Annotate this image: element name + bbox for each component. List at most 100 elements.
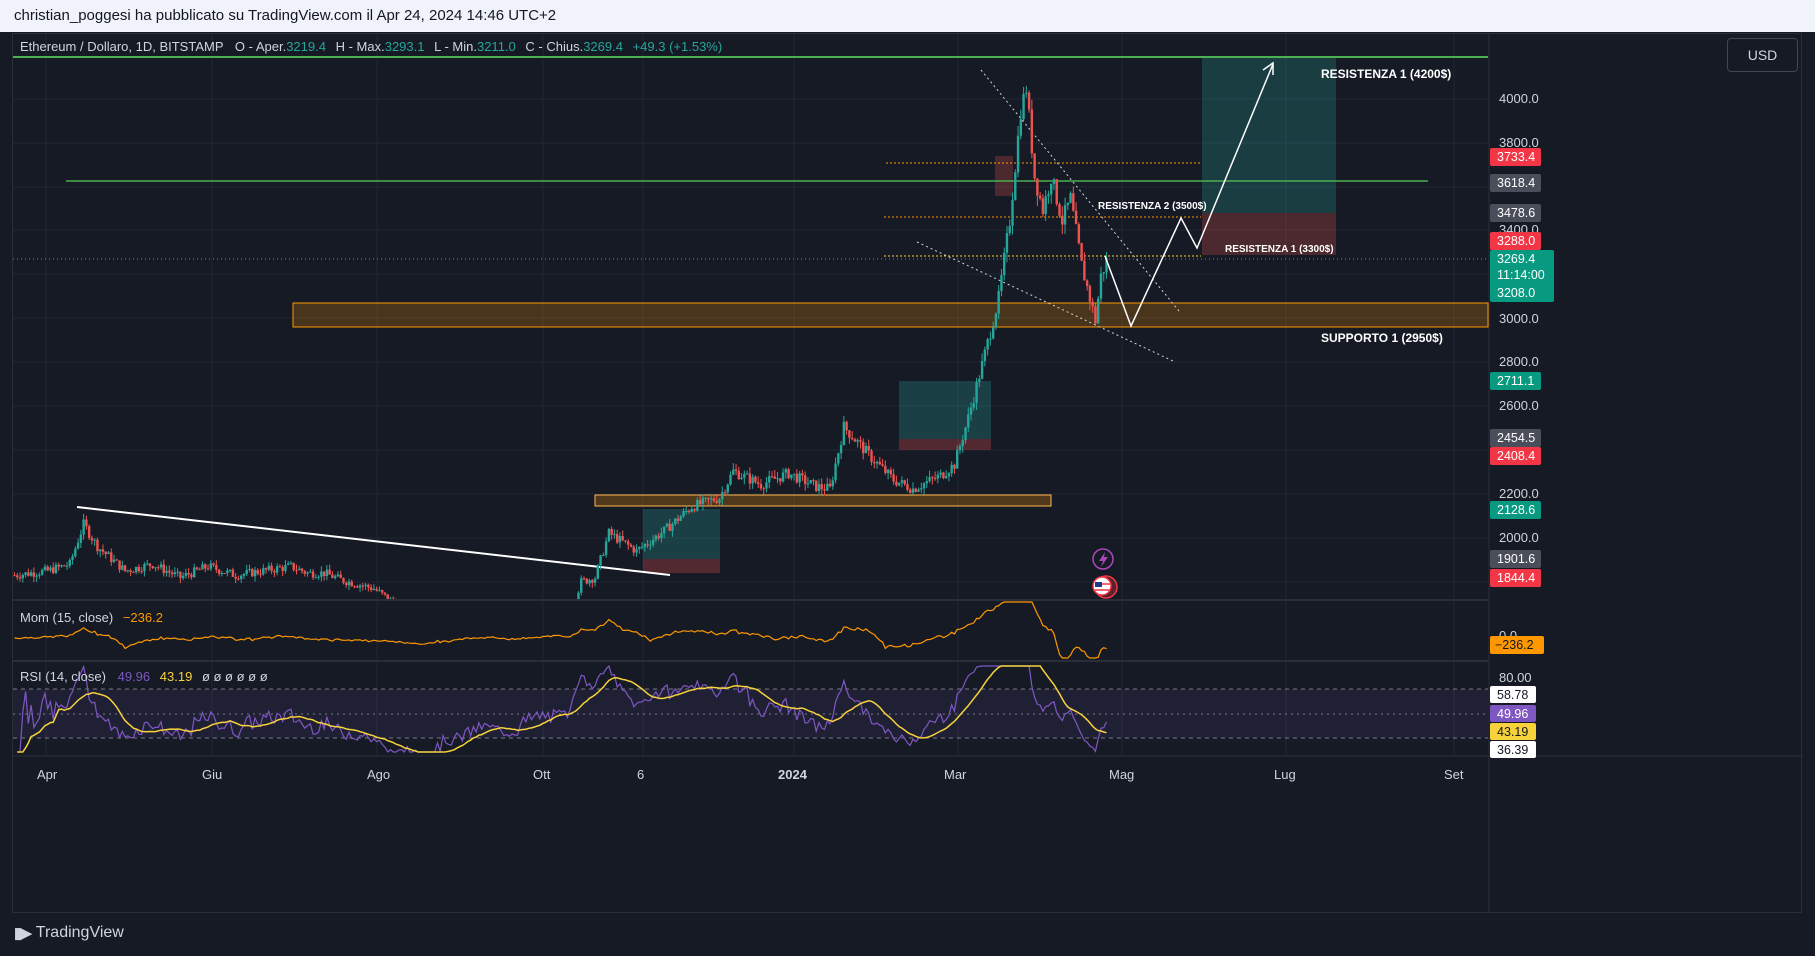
lightning-icon[interactable]	[1092, 548, 1114, 570]
time-axis[interactable]: Apr Giu Ago Ott 6 2024 Mar Mag Lug Set	[37, 767, 1464, 782]
candle-body	[762, 488, 765, 490]
candle-body	[217, 569, 221, 574]
candle-body	[607, 528, 611, 542]
candle-body	[110, 552, 113, 562]
candle-body	[914, 488, 917, 492]
candle-body	[693, 509, 696, 511]
candle-body	[1025, 92, 1028, 94]
candle-body	[112, 559, 116, 562]
candle-body	[1052, 179, 1056, 184]
candle-body	[380, 590, 384, 593]
price-badge: 2408.4	[1497, 449, 1535, 463]
candle-body	[588, 580, 591, 584]
candle-body	[953, 464, 956, 469]
candle-body	[812, 480, 815, 482]
candle-body	[137, 566, 141, 572]
price-badge: 3269.4	[1497, 252, 1535, 266]
price-badges: 3733.4 3618.4 3478.6 3288.0 3269.4 11:14…	[1490, 148, 1554, 587]
candle-body	[1011, 199, 1014, 227]
downtrend-line	[76, 506, 671, 576]
candle-body	[90, 537, 94, 541]
candle-body	[712, 498, 716, 502]
candle-body	[823, 489, 826, 491]
candle-body	[231, 569, 235, 577]
candle-body	[845, 421, 848, 431]
us-flag-icon[interactable]	[1092, 575, 1118, 599]
candle-body	[850, 437, 854, 440]
candle-body	[1094, 306, 1097, 324]
stop-box-low	[643, 559, 720, 573]
candle-body	[613, 534, 616, 536]
candle-body	[853, 439, 857, 442]
price-tick: 3800.0	[1499, 135, 1539, 150]
candle-body	[983, 349, 987, 362]
candle-body	[933, 477, 937, 479]
candle-body	[1033, 153, 1036, 179]
annotation-support1: SUPPORTO 1 (2950$)	[1321, 331, 1443, 345]
badge-bg	[1490, 174, 1541, 192]
candle-body	[839, 445, 843, 454]
candle-body	[375, 588, 378, 591]
candle-body	[867, 445, 870, 451]
candle-body	[79, 534, 83, 543]
candle-body	[1063, 205, 1067, 225]
time-tick: Mag	[1109, 767, 1134, 782]
currency-button[interactable]: USD	[1727, 38, 1798, 72]
candle-body	[270, 565, 273, 571]
candle-body	[745, 473, 749, 475]
candle-body	[922, 483, 926, 489]
candle-body	[339, 574, 342, 579]
candle-body	[13, 575, 16, 577]
price-badge: 3618.4	[1497, 176, 1535, 190]
candle-body	[85, 519, 88, 527]
candle-body	[1061, 215, 1064, 225]
candle-body	[801, 473, 804, 476]
badge-bg	[1490, 569, 1541, 587]
chart-area[interactable]: RESISTENZA 1 (4200$) RESISTENZA 2 (3500$…	[12, 33, 1803, 914]
candle-body	[32, 572, 36, 577]
candle-body	[920, 488, 923, 490]
candle-body	[665, 523, 669, 527]
candle-body	[378, 590, 381, 592]
candle-body	[350, 581, 353, 587]
candle-body	[1097, 298, 1100, 324]
candle-body	[1066, 202, 1069, 206]
candle-body	[1022, 93, 1025, 120]
candle-body	[685, 510, 688, 512]
candle-body	[820, 484, 823, 490]
price-chart[interactable]: RESISTENZA 1 (4200$) RESISTENZA 2 (3500$…	[13, 34, 1803, 914]
candle-body	[980, 361, 984, 379]
momentum-legend: Mom (15, close) −236.2	[20, 610, 163, 625]
price-tick: 3000.0	[1499, 311, 1539, 326]
candle-body	[580, 578, 583, 593]
candle-body	[886, 469, 890, 473]
candle-body	[43, 566, 47, 570]
candle-body	[342, 578, 345, 583]
candle-body	[275, 566, 279, 573]
candle-body	[895, 481, 898, 486]
candle-body	[1016, 135, 1020, 173]
candle-body	[593, 578, 597, 583]
price-tick: 2600.0	[1499, 398, 1539, 413]
candle-body	[958, 446, 962, 451]
candle-body	[107, 552, 110, 555]
candle-body	[654, 535, 658, 540]
candle-body	[345, 582, 348, 586]
candle-body	[35, 575, 38, 577]
price-scale[interactable]: 4000.0 3800.0 3400.0 3000.0 2800.0 2600.…	[1499, 91, 1539, 545]
legend-symbol: Ethereum / Dollaro, 1D, BITSTAMP O - Ape…	[20, 39, 722, 54]
price-badge: 1901.6	[1497, 552, 1535, 566]
candle-body	[1083, 260, 1086, 281]
candle-body	[1041, 198, 1045, 215]
candle-body	[803, 475, 807, 485]
time-tick: 6	[637, 767, 644, 782]
candle-body	[322, 571, 326, 577]
candle-body	[928, 477, 931, 482]
candle-body	[123, 565, 127, 571]
candle-body	[38, 574, 41, 576]
price-badge: 2454.5	[1497, 431, 1535, 445]
tradingview-logo[interactable]: ▮▶ TradingView	[14, 924, 124, 942]
candle-body	[176, 571, 179, 573]
candle-body	[828, 483, 832, 487]
candle-body	[383, 592, 387, 595]
